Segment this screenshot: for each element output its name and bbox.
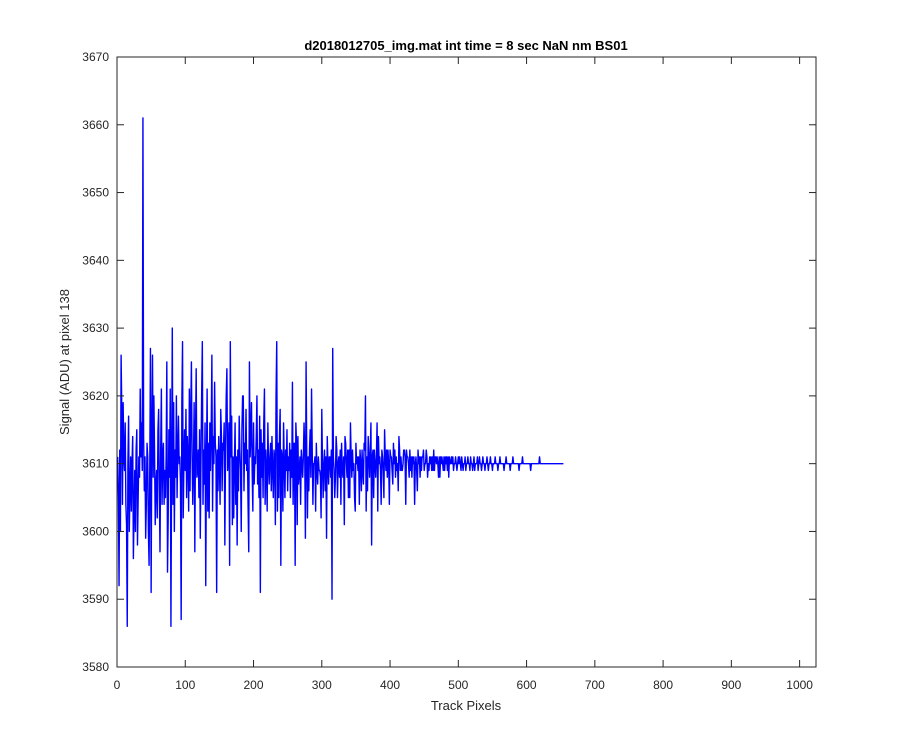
x-tick-label: 900 — [721, 678, 741, 692]
y-tick-label: 3650 — [82, 186, 109, 200]
x-axis-title: Track Pixels — [431, 698, 502, 713]
x-tick-label: 300 — [312, 678, 332, 692]
y-tick-label: 3620 — [82, 389, 109, 403]
y-tick-label: 3590 — [82, 592, 109, 606]
x-tick-label: 200 — [244, 678, 264, 692]
y-tick-label: 3600 — [82, 524, 109, 538]
x-tick-label: 100 — [175, 678, 195, 692]
y-tick-label: 3670 — [82, 50, 109, 64]
series-line-0 — [116, 117, 564, 628]
x-tick-label: 800 — [653, 678, 673, 692]
x-tick-label: 700 — [585, 678, 605, 692]
plot-frame — [116, 56, 817, 668]
x-tick-label: 1000 — [786, 678, 813, 692]
y-tick-label: 3640 — [82, 253, 109, 267]
y-tick-label: 3610 — [82, 457, 109, 471]
y-axis-title: Signal (ADU) at pixel 138 — [57, 289, 72, 435]
chart-title: d2018012705_img.mat int time = 8 sec NaN… — [304, 38, 627, 53]
x-tick-label: 600 — [517, 678, 537, 692]
plot-background — [117, 57, 816, 667]
y-tick-label: 3580 — [82, 660, 109, 674]
y-axis: 3580 3590 3600 3610 3620 3630 3640 3650 3660 3670 — [82, 50, 816, 674]
x-tick-label: 0 — [114, 678, 121, 692]
series-layer — [116, 117, 564, 628]
y-tick-label: 3660 — [82, 118, 109, 132]
x-axis: 0 100 200 300 400 500 600 700 800 900 1000 — [114, 57, 813, 692]
x-tick-label: 500 — [448, 678, 468, 692]
x-tick-label: 400 — [380, 678, 400, 692]
y-tick-label: 3630 — [82, 321, 109, 335]
